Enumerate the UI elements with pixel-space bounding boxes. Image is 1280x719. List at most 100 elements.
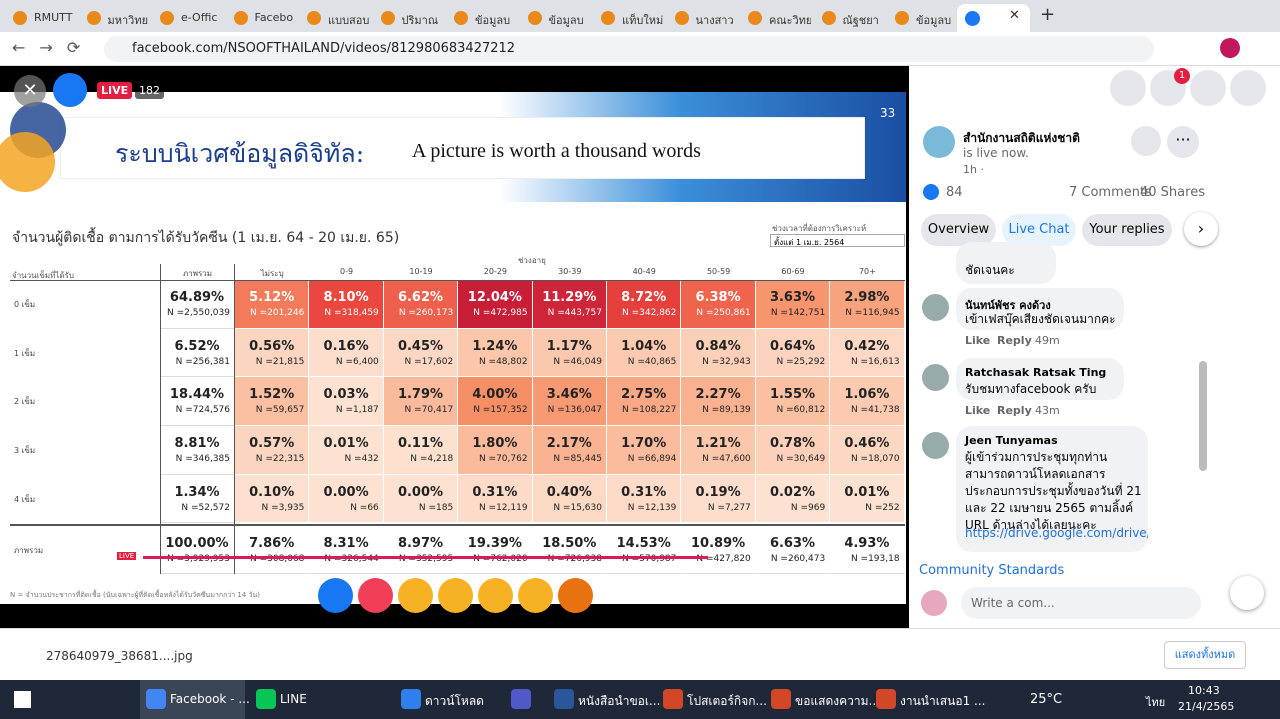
cell-percent: 18.50% [542,535,597,551]
comment-input[interactable]: Write a com... [961,587,1201,619]
tab[interactable]: นางสาว [666,4,738,32]
cell-percent: 1.04% [621,338,667,354]
close-video[interactable]: ✕ [14,75,46,107]
slide-subtitle: A picture is worth a thousand words [412,140,701,162]
show-all[interactable]: แสดงทั้งหมด [1164,641,1246,669]
tab[interactable]: Facebo [225,4,297,32]
reply-link[interactable]: Reply [997,334,1032,347]
taskbar-app[interactable]: โปสเตอร์กิจก... [657,680,767,719]
table-cell: 6.38% N =250,861 [681,280,756,329]
nav-buttons[interactable]: ←→⟳ [12,38,95,57]
taskbar-app[interactable] [505,680,535,719]
taskbar-app[interactable]: งานนำเสนอ1 ... [870,680,985,719]
community-link[interactable]: Community Standards [919,563,1065,578]
slide-title: ระบบนิเวศข้อมูลดิจิทัล: [115,139,365,168]
reaction-button[interactable] [518,578,553,613]
filter-label: ช่วงเวลาที่ต้องการวิเคราะห์ [772,224,867,233]
language[interactable]: ไทย [1146,696,1166,709]
more-button[interactable]: ··· [1167,126,1199,158]
reaction-button[interactable] [318,578,353,613]
panel-tab[interactable]: Overview [921,214,996,246]
cell-percent: 2.27% [695,387,741,403]
reaction-button[interactable] [438,578,473,613]
commenter-avatar [922,364,949,391]
cell-percent: 64.89% [169,290,225,305]
table-cell: 11.29% N =443,757 [532,280,607,329]
reaction-button[interactable] [358,578,393,613]
panel-tab[interactable]: Live Chat [1002,214,1076,246]
tab[interactable]: ปริมาณ [372,4,444,32]
table-cell: 0.31% N =12,119 [458,474,533,524]
column-header: 60-69 [781,267,805,276]
cell-percent: 0.31% [621,484,667,500]
comment-bubble: Ratchasak Ratsak Ting รับชมทางfacebook คร… [956,358,1124,400]
reaction-button[interactable] [478,578,513,613]
table-cell: 1.21% N =47,600 [681,426,756,475]
tab[interactable]: แบบสอบ [298,4,370,32]
taskbar-app[interactable]: LINE [250,680,307,719]
table-cell: 0.02% N =969 [755,474,831,524]
filter-select[interactable]: ตั้งแต่ 1 เม.ย. 2564 [770,234,905,247]
nav-icon[interactable] [1230,70,1266,106]
start-button[interactable] [14,691,31,708]
tab-close[interactable]: ✕ [1009,8,1020,23]
cell-percent: 0.01% [323,436,369,452]
column-header: ภาพรวม [182,269,213,278]
panel-tab[interactable]: Your replies [1082,214,1172,246]
share-count[interactable]: 40 Shares [1140,185,1205,200]
comment-author: Ratchasak Ratsak Ting [965,366,1107,379]
slide-number: 33 [880,106,896,120]
cell-count: N =4,218 [410,454,454,465]
cell-count: N =12,139 [627,502,677,513]
cell-count: N =250,861 [696,308,751,318]
tab[interactable]: ณัฐชยา [813,4,885,32]
tab[interactable]: ข้อมูลบ [445,4,517,32]
new-tab[interactable]: + [1040,4,1056,25]
side-panel: 1 สำนักงานสถิติแห่งชาติ is live now. 1h · ··… [909,66,1280,628]
tab[interactable]: คณะวิทย [739,4,811,32]
reply-link[interactable]: Reply [997,404,1032,417]
compose-button[interactable] [1230,576,1264,610]
cell-percent: 8.10% [323,290,369,305]
comment-bubble: นันทน์พัชร คงด้วง เข้าเฟสบุ๊คเสียงชัดเจนม… [956,288,1124,330]
taskbar-app[interactable]: หนังสือนำขอเ... [548,680,660,719]
like-link[interactable]: Like [965,334,991,347]
table-cell: 0.42% N =16,613 [830,328,905,378]
cell-count: N =443,757 [547,308,602,318]
nav-icon[interactable] [1190,70,1226,106]
save-button[interactable] [1131,126,1161,156]
taskbar-app[interactable]: ขอแสดงความ... [765,680,880,719]
cell-count: N =201,246 [250,308,305,318]
tab[interactable]: ข้อมูลบ [886,4,958,32]
table-cell: 7.86%N =308,068 [235,525,310,575]
like-link[interactable]: Like [965,404,991,417]
table-cell: 0.00% N =185 [383,474,459,524]
reaction-button[interactable] [398,578,433,613]
taskbar-app[interactable]: Facebook - ... [140,680,250,719]
tab-icon [674,11,689,25]
taskbar-app[interactable]: ดาวน์โหลด [395,680,484,719]
column-header: 10-19 [409,267,433,276]
table-cell: 0.57% N =22,315 [235,426,310,475]
table-cell: 8.97%N =352,595 [383,525,459,575]
comment-count[interactable]: 7 Comments [1069,185,1152,200]
nav-icon[interactable] [1110,70,1146,106]
table-cell: 0.31% N =12,139 [607,474,682,524]
tab[interactable]: RMUTT [4,4,76,32]
tab[interactable]: มหาวิทย [78,4,150,32]
profile[interactable] [1220,38,1240,58]
reaction-button[interactable] [558,578,593,613]
tab[interactable]: ข้อมูลบ [519,4,591,32]
table-cell: 10.89% N =427,820 [681,525,756,575]
comment-link[interactable]: https://drive.google.com/drive/folders/1… [965,526,1148,540]
download-file[interactable]: 278640979_38681....jpg [46,649,193,663]
table-cell: 6.52% N =256,381 [160,328,235,378]
table-cell: 0.16% N =6,400 [309,328,384,378]
tab[interactable]: e-Offic [151,4,223,32]
tabs-next[interactable]: › [1184,212,1218,246]
active-tab[interactable]: ✕ [957,4,1030,32]
url: facebook.com/NSOOFTHAILAND/videos/812980… [132,41,516,56]
url-bar[interactable]: facebook.com/NSOOFTHAILAND/videos/812980… [104,36,1154,62]
tab[interactable]: แท็บใหม่ [592,4,664,32]
